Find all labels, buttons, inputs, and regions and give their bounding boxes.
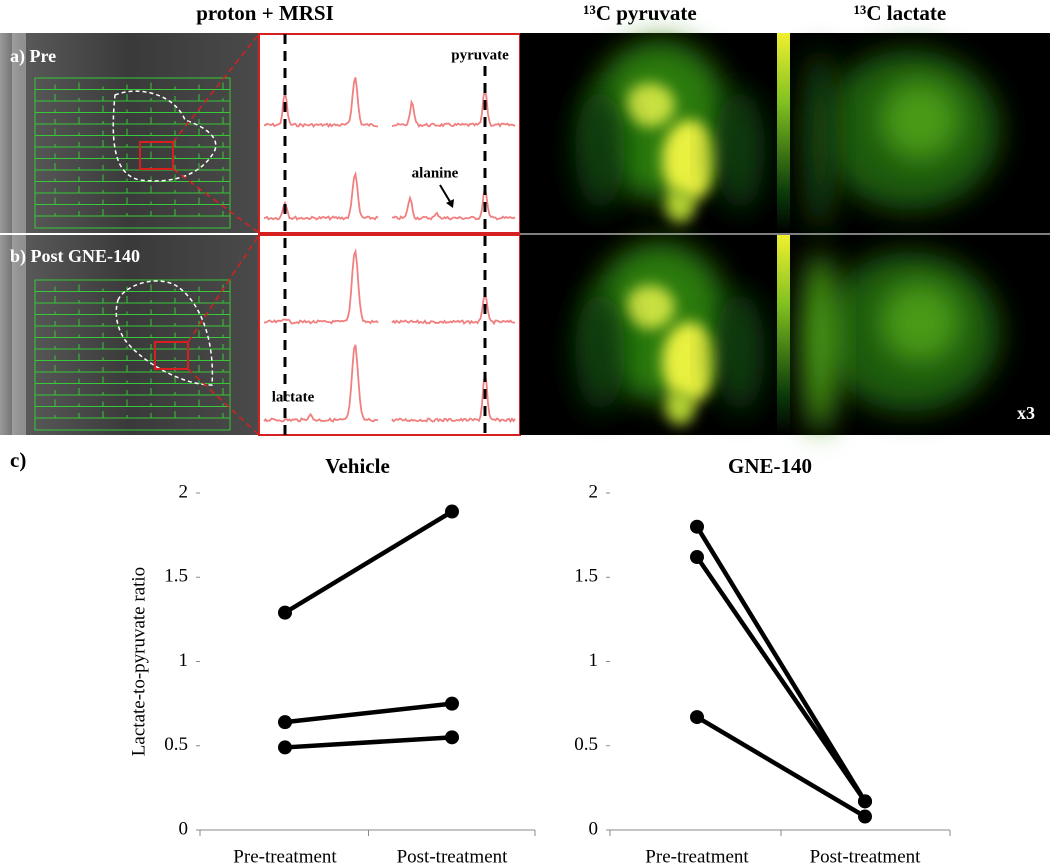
series-line	[284, 701, 453, 725]
chart-title: Vehicle	[325, 454, 390, 478]
heat-blob	[662, 322, 718, 402]
y-tick-label: 1	[589, 650, 599, 671]
zoom-line	[187, 234, 260, 343]
spectrum-trace	[263, 77, 379, 129]
panel-label: c)	[10, 448, 26, 472]
data-point	[445, 504, 459, 519]
spectrum-trace	[263, 344, 379, 423]
column-header: ¹³C lactate	[854, 1, 946, 25]
spectrum-trace	[391, 371, 516, 424]
mri-images	[0, 33, 260, 436]
csi-grid	[34, 279, 231, 431]
y-tick-label: 1	[179, 650, 189, 671]
spectrum-trace	[391, 292, 515, 326]
mri-image	[0, 235, 258, 435]
colorbar	[777, 33, 790, 233]
annotation: alanine	[412, 165, 459, 181]
heat-blob	[715, 90, 765, 210]
annotation: x3	[1017, 403, 1035, 423]
series-line	[695, 715, 867, 819]
annotation: pyruvate	[451, 47, 509, 63]
mri-bright-edge	[12, 235, 26, 435]
y-tick-label: 2	[179, 481, 189, 502]
zoom-line	[172, 168, 260, 234]
series-line	[284, 735, 453, 750]
y-tick-label: 0.5	[574, 734, 598, 755]
heat-blob	[625, 83, 675, 127]
heat-blob	[662, 120, 718, 200]
x-tick-label: Pre-treatment	[645, 846, 749, 867]
x-tick-label: Post-treatment	[397, 846, 509, 867]
zoom-line	[187, 368, 260, 436]
annotation: lactate	[272, 389, 315, 405]
data-point	[278, 715, 292, 730]
y-tick-label: 0	[589, 818, 599, 839]
heat-blob	[802, 252, 838, 432]
y-tick-label: 2	[589, 481, 599, 502]
voxel-box	[139, 141, 174, 170]
tumor-outline	[115, 280, 214, 386]
voxel-box	[154, 341, 189, 370]
spectrum-trace	[263, 170, 379, 221]
data-point	[278, 740, 292, 755]
column-header: ¹³C pyruvate	[583, 1, 697, 25]
colorbar	[777, 235, 790, 435]
series-line	[695, 525, 867, 803]
mri-bright-edge	[12, 33, 26, 233]
y-axis-label: Lactate-to-pyruvate ratio	[128, 567, 149, 756]
zoom-line	[172, 33, 260, 143]
data-point	[690, 710, 704, 725]
heat-blob	[880, 80, 960, 160]
tumor-outline	[112, 90, 217, 182]
data-point	[445, 730, 459, 745]
y-tick-label: 0	[179, 818, 189, 839]
chart-title: GNE-140	[728, 454, 812, 478]
heat-blob	[665, 389, 695, 425]
spectra-box	[258, 33, 521, 234]
data-point	[445, 696, 459, 711]
panel-label: b) Post GNE-140	[10, 246, 140, 267]
spectra	[263, 77, 516, 424]
y-tick-label: 0.5	[164, 734, 188, 755]
x-tick-label: Pre-treatment	[233, 846, 337, 867]
heat-blob	[575, 292, 625, 412]
spectrum-trace	[391, 186, 516, 221]
data-point	[858, 794, 872, 809]
data-point	[690, 519, 704, 534]
x-tick-label: Post-treatment	[810, 846, 922, 867]
column-header: proton + MRSI	[196, 1, 334, 25]
heat-blob	[665, 187, 695, 223]
y-tick-label: 1.5	[574, 566, 598, 587]
heat-blob	[715, 292, 765, 412]
data-point	[690, 550, 704, 565]
heat-blob	[880, 282, 960, 362]
heat-blob	[575, 90, 625, 210]
spectrum-trace	[391, 89, 516, 128]
spectrum-trace	[263, 248, 379, 325]
data-point	[278, 605, 292, 620]
heat-blob	[802, 50, 838, 230]
series-line	[283, 509, 454, 615]
spectra-box	[258, 234, 521, 436]
heatmaps	[575, 40, 1000, 432]
y-tick-label: 1.5	[164, 566, 188, 587]
arrow-head	[446, 199, 454, 208]
csi-grid	[34, 77, 231, 229]
data-point	[858, 809, 872, 824]
panel-label: a) Pre	[10, 46, 56, 67]
charts: Vehicle Lactate-to-pyruvate ratio 0 0.5 1 1.5…	[128, 454, 951, 867]
heat-blob	[625, 285, 675, 329]
series-line	[695, 555, 867, 803]
